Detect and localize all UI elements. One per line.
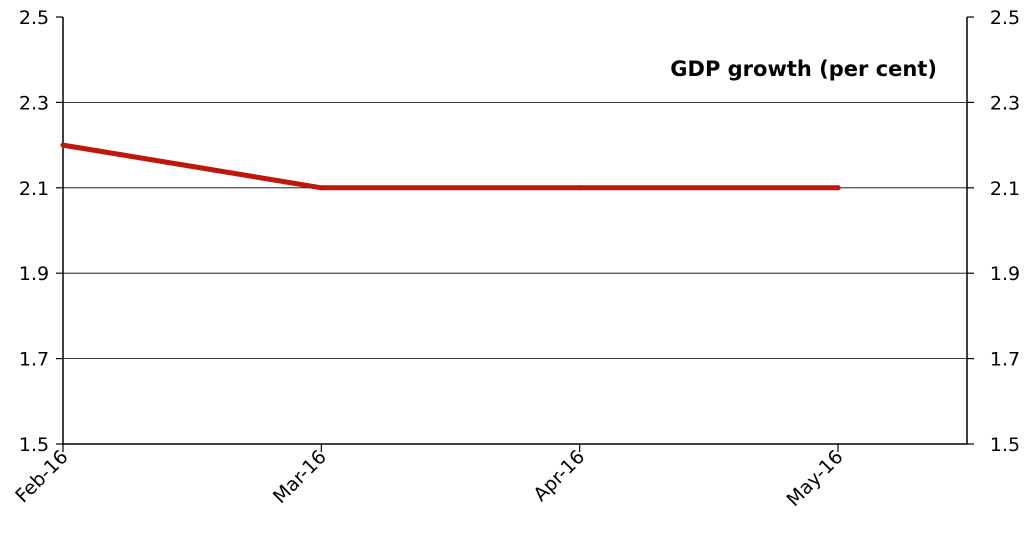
data-point: [60, 142, 66, 148]
y-tick-label-right: 2.1: [990, 178, 1020, 200]
series-line: [60, 142, 841, 191]
right-y-tick-labels: 1.5 1.7 1.9 2.1 2.3 2.5: [990, 7, 1020, 456]
y-tick-label-left: 1.7: [19, 349, 49, 371]
y-tick-label-right: 1.7: [990, 349, 1020, 371]
y-tick-label-right: 1.5: [990, 434, 1020, 456]
chart-title: GDP growth (per cent): [670, 57, 937, 81]
data-point: [318, 185, 324, 191]
data-point: [577, 185, 583, 191]
y-tick-label-right: 2.5: [990, 7, 1020, 29]
y-tick-label-left: 1.9: [19, 263, 49, 285]
y-tick-label-left: 2.3: [19, 92, 49, 114]
data-point: [835, 185, 841, 191]
y-tick-label-left: 2.1: [19, 178, 49, 200]
y-tick-label-right: 1.9: [990, 263, 1020, 285]
y-tick-label-left: 1.5: [19, 434, 49, 456]
series-layer: [60, 142, 841, 191]
y-tick-label-right: 2.3: [990, 92, 1020, 114]
y-tick-label-left: 2.5: [19, 7, 49, 29]
axes: [56, 16, 974, 452]
left-y-tick-labels: 1.5 1.7 1.9 2.1 2.3 2.5: [19, 7, 49, 456]
